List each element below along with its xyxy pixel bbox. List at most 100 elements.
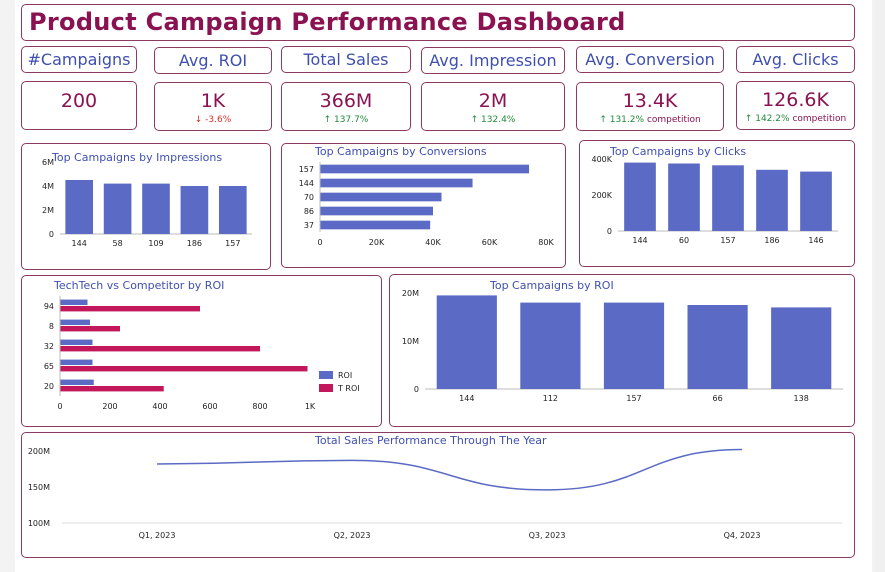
x-tick-label: Q1, 2023: [139, 531, 176, 540]
bar: [624, 162, 656, 231]
kpi-label-conversion: Avg. Conversion: [576, 46, 724, 73]
conversions-chart: 0 20K 40K 60K 80K 157 144 70 86 37: [299, 162, 554, 247]
chart-title: Top Campaigns by Clicks: [610, 145, 747, 158]
legend-swatch: [319, 371, 333, 379]
top-roi-chart-card: Top Campaigns by ROI 0 10M 20M 144 112 157 66 1…: [389, 274, 855, 427]
bar: [142, 183, 170, 234]
bar: [60, 326, 120, 332]
dashboard-title-box: Product Campaign Performance Dashboard: [21, 4, 855, 41]
bar: [668, 163, 700, 231]
y-tick-label: 94: [44, 302, 54, 311]
y-tick-label: 32: [44, 342, 54, 351]
kpi-delta-value: 142.2%: [755, 114, 790, 124]
kpi-label-text: Avg. Clicks: [752, 50, 839, 69]
y-tick-label: 20: [44, 382, 54, 391]
y-tick-label: 0: [414, 385, 419, 394]
kpi-label-text: Avg. Impression: [429, 51, 557, 70]
kpi-card-conversion: 13.4K ↑ 131.2% competition: [576, 82, 724, 131]
top-roi-chart: 0 10M 20M 144 112 157 66 138: [402, 289, 843, 403]
sales-year-chart-card: Total Sales Performance Through The Year…: [21, 432, 855, 558]
bar: [60, 319, 90, 325]
y-tick-label: 4M: [42, 182, 54, 191]
chart-title: TechTech vs Competitor by ROI: [54, 279, 225, 292]
y-tick-label: 400K: [591, 155, 612, 164]
kpi-delta: ↑ 137.7%: [282, 115, 410, 125]
chart-title: Top Campaigns by Conversions: [315, 145, 487, 158]
x-tick-label: 800: [252, 402, 267, 411]
roi-compare-chart-card: TechTech vs Competitor by ROI 0 200 400 600…: [21, 275, 382, 427]
kpi-value: 126.6K: [762, 89, 829, 111]
x-tick-label: Q2, 2023: [334, 531, 371, 540]
kpi-label-impression: Avg. Impression: [421, 47, 565, 74]
arrow-up-icon: ↑: [599, 115, 607, 125]
x-tick-label: 200: [102, 402, 117, 411]
kpi-label-sales: Total Sales: [281, 46, 411, 73]
kpi-value: 1K: [200, 90, 226, 112]
arrow-up-icon: ↑: [470, 115, 479, 125]
bar: [712, 165, 744, 231]
kpi-delta-value: -3.6%: [205, 115, 232, 125]
impressions-chart: 0 2M 4M 6M 144 58 109 186 157: [42, 158, 252, 248]
x-tick-label: 40K: [425, 238, 441, 247]
kpi-delta: ↑ 131.2% competition: [577, 115, 723, 125]
x-tick-label: 0: [57, 402, 62, 411]
x-tick-label: Q4, 2023: [724, 531, 761, 540]
x-tick-label: 157: [626, 394, 641, 403]
bar: [436, 295, 497, 389]
x-tick-label: 400: [152, 402, 167, 411]
kpi-delta-value: 132.4%: [481, 115, 516, 125]
y-tick-label: 200K: [591, 191, 612, 200]
y-tick-label: 6M: [42, 158, 54, 167]
y-tick-label: 144: [299, 179, 314, 188]
x-tick-label: 186: [187, 239, 202, 248]
bar: [320, 220, 431, 230]
bar: [756, 169, 788, 231]
kpi-card-impression: 2M ↑ 132.4%: [421, 82, 565, 131]
kpi-delta-suffix: competition: [646, 115, 701, 125]
kpi-label-text: Avg. Conversion: [585, 50, 715, 69]
x-tick-label: 600: [202, 402, 217, 411]
x-tick-label: 109: [148, 239, 163, 248]
bar: [520, 302, 581, 389]
conversions-chart-card: Top Campaigns by Conversions 0 20K 40K 60K 8…: [281, 143, 566, 268]
x-tick-label: 146: [808, 236, 823, 245]
kpi-label-campaigns: #Campaigns: [21, 46, 137, 73]
arrow-up-icon: ↑: [323, 115, 332, 125]
bar: [60, 306, 200, 312]
chart-title: Top Campaigns by Impressions: [52, 151, 223, 164]
chart-title: Total Sales Performance Through The Year: [315, 434, 547, 447]
x-tick-label: 60: [679, 236, 689, 245]
kpi-value: 366M: [319, 90, 373, 112]
bar: [320, 192, 442, 202]
bar: [60, 299, 88, 305]
x-tick-label: 138: [794, 394, 809, 403]
y-tick-label: 0: [49, 230, 54, 239]
x-tick-label: 144: [72, 239, 87, 248]
bar: [800, 171, 832, 231]
clicks-chart-card: Top Campaigns by Clicks 0 200K 400K 144 60 15…: [579, 140, 855, 267]
bar: [60, 339, 93, 345]
bar: [320, 164, 530, 174]
kpi-delta-value: 137.7%: [334, 115, 369, 125]
kpi-card-campaigns: 200: [21, 81, 137, 130]
arrow-down-icon: ↓: [194, 115, 203, 125]
x-tick-label: 58: [113, 239, 123, 248]
x-tick-label: 144: [632, 236, 647, 245]
y-tick-label: 200M: [28, 447, 50, 456]
y-tick-label: 8: [49, 322, 54, 331]
y-tick-label: 70: [304, 193, 314, 202]
kpi-delta: ↑ 132.4%: [422, 115, 564, 125]
bar: [60, 379, 94, 385]
bar: [218, 186, 247, 234]
kpi-label-clicks: Avg. Clicks: [736, 46, 855, 73]
y-tick-label: 86: [304, 207, 314, 216]
bar: [60, 386, 164, 392]
bar: [60, 346, 260, 352]
page-scrollbar[interactable]: [875, 0, 885, 572]
y-tick-label: 157: [299, 165, 314, 174]
kpi-value: 13.4K: [622, 90, 678, 112]
bar: [103, 183, 132, 234]
bar: [65, 180, 94, 234]
x-tick-label: 80K: [538, 238, 554, 247]
y-tick-label: 65: [44, 362, 54, 371]
